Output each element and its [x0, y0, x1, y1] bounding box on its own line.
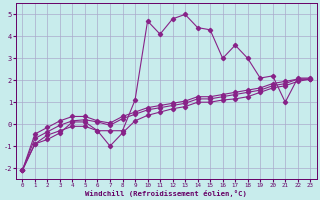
X-axis label: Windchill (Refroidissement éolien,°C): Windchill (Refroidissement éolien,°C) [85, 190, 247, 197]
